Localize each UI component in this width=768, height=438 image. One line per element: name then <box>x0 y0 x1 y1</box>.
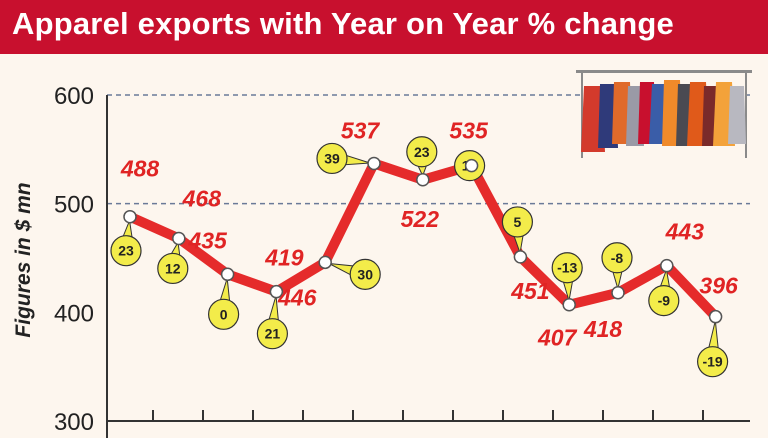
data-point <box>220 267 235 282</box>
yoy-change-label: 23 <box>414 144 430 160</box>
value-label: 451 <box>510 278 549 304</box>
value-label: 468 <box>182 185 222 211</box>
y-tick-labels: 300 400 500 600 <box>54 83 94 436</box>
yoy-change-label: -9 <box>658 293 671 309</box>
value-label: 396 <box>699 273 738 299</box>
value-label: 446 <box>277 284 317 310</box>
data-point <box>123 209 137 224</box>
yoy-change-label: 12 <box>165 260 181 276</box>
yoy-callout-bubble <box>256 318 288 350</box>
yoy-callout-bubble <box>601 242 633 274</box>
value-label: 537 <box>341 117 381 143</box>
data-point <box>660 258 674 273</box>
value-labels: 488 468 435 419 446 537 522 535 451 407 418 443 396 <box>120 117 738 350</box>
yoy-callout-bubble <box>110 235 142 267</box>
yoy-change-label: 30 <box>357 266 373 282</box>
yoy-change-label: 21 <box>265 326 281 342</box>
yoy-callout-bubble <box>208 298 240 330</box>
yoy-change-label: -8 <box>611 250 624 266</box>
yoy-callout-bubble <box>551 252 583 284</box>
data-point <box>708 309 723 324</box>
clothes-rack-image <box>576 70 752 158</box>
title-banner: Apparel exports with Year on Year % chan… <box>0 0 768 54</box>
data-points <box>123 156 723 324</box>
value-label: 407 <box>537 325 578 351</box>
y-tick-label-500: 500 <box>54 192 94 219</box>
data-point <box>464 158 479 173</box>
yoy-change-label: -19 <box>702 354 722 370</box>
value-label: 419 <box>264 245 304 271</box>
chart-title: Apparel exports with Year on Year % chan… <box>12 6 674 41</box>
yoy-callout-bubble <box>316 142 348 175</box>
yoy-callout-bubble <box>406 136 438 168</box>
y-tick-label-400: 400 <box>54 300 94 327</box>
yoy-callout-bubble <box>349 258 381 290</box>
yoy-change-label: 5 <box>514 214 522 230</box>
yoy-callout-bubble <box>157 252 189 285</box>
x-tick-marks <box>152 410 704 421</box>
data-point <box>416 173 430 187</box>
yoy-change-label: 39 <box>324 150 340 166</box>
value-label: 488 <box>120 156 160 182</box>
data-point <box>513 250 528 264</box>
value-label: 418 <box>583 316 623 342</box>
yoy-callout-pointer <box>707 320 719 351</box>
y-tick-label-300: 300 <box>54 409 94 436</box>
data-point <box>611 286 625 300</box>
yoy-change-label: -13 <box>557 260 577 276</box>
yoy-change-label: 0 <box>220 306 228 322</box>
y-axis-label: Figures in $ mn <box>12 182 35 337</box>
data-point <box>269 284 284 299</box>
yoy-callout-bubble <box>696 346 729 378</box>
value-label: 443 <box>665 219 705 245</box>
yoy-callouts: 2312021303923195-13-8-9-19 <box>110 136 729 378</box>
yoy-change-label: 23 <box>118 243 134 259</box>
data-point <box>562 297 576 312</box>
data-point <box>172 231 186 246</box>
value-label: 435 <box>187 227 228 253</box>
y-tick-label-600: 600 <box>54 83 94 110</box>
value-label: 522 <box>401 206 440 232</box>
yoy-callout-bubble <box>648 285 680 317</box>
value-label: 535 <box>449 118 489 144</box>
data-point <box>318 255 332 270</box>
data-point <box>367 156 381 171</box>
yoy-callout-bubble <box>501 206 534 238</box>
